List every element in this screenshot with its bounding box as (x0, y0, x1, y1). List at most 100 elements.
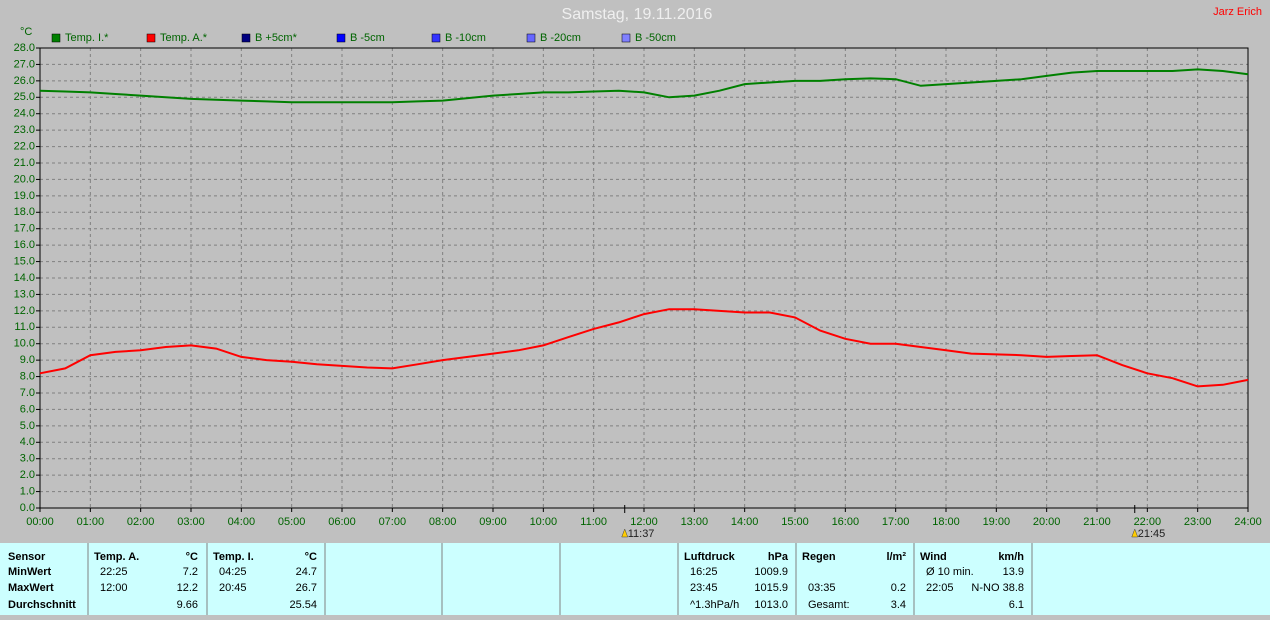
x-tick-label: 11:00 (580, 516, 607, 528)
x-tick-label: 01:00 (77, 516, 105, 528)
cell-time: ^1.3hPa/h (690, 599, 739, 611)
x-tick-label: 00:00 (26, 516, 54, 528)
cell-value: 26.7 (296, 582, 317, 594)
x-tick-label: 21:00 (1083, 516, 1111, 528)
annotation-icon (1131, 528, 1139, 538)
cell-time: Gesamt: (808, 599, 850, 611)
x-tick-label: 06:00 (328, 516, 356, 528)
cell-time: 22:25 (100, 566, 128, 578)
x-tick-label: 17:00 (882, 516, 910, 528)
y-tick-label: 1.0 (20, 485, 35, 497)
y-tick-label: 28.0 (14, 42, 35, 54)
y-tick-label: 18.0 (14, 206, 35, 218)
x-tick-label: 10:00 (530, 516, 558, 528)
legend-label: B -20cm (540, 32, 581, 44)
y-tick-label: 19.0 (14, 190, 35, 202)
y-tick-label: 22.0 (14, 140, 35, 152)
cell-value: 1013.0 (754, 599, 788, 611)
row-label: Durchschnitt (8, 599, 76, 611)
column-header: Temp. I. (213, 551, 254, 563)
x-tick-label: 13:00 (681, 516, 709, 528)
cell-value: 6.1 (1009, 599, 1024, 611)
x-tick-label: 07:00 (379, 516, 407, 528)
cell-time: Ø 10 min. (926, 566, 974, 578)
y-tick-label: 6.0 (20, 403, 35, 415)
y-tick-label: 0.0 (20, 502, 35, 514)
row-label: Sensor (8, 551, 46, 563)
column-unit: °C (186, 551, 198, 563)
cell-time: 12:00 (100, 582, 128, 594)
legend-swatch (526, 33, 536, 43)
x-tick-label: 14:00 (731, 516, 759, 528)
cell-time: 16:25 (690, 566, 718, 578)
legend-label: B +5cm* (255, 32, 298, 44)
y-tick-label: 12.0 (14, 305, 35, 317)
y-tick-label: 24.0 (14, 108, 35, 120)
stats-panel (0, 543, 1270, 615)
x-tick-label: 02:00 (127, 516, 155, 528)
cell-value: 24.7 (296, 566, 317, 578)
y-tick-label: 9.0 (20, 354, 35, 366)
cell-time: 20:45 (219, 582, 247, 594)
y-tick-label: 27.0 (14, 58, 35, 70)
x-tick-label: 08:00 (429, 516, 457, 528)
legend-swatch (241, 33, 251, 43)
x-tick-label: 23:00 (1184, 516, 1212, 528)
y-tick-label: 3.0 (20, 453, 35, 465)
series-line (39, 68, 1249, 104)
column-header: Wind (920, 551, 947, 563)
author: Jarz Erich (1213, 6, 1262, 18)
column-unit: l/m² (886, 551, 906, 563)
cell-value: 13.9 (1003, 566, 1024, 578)
x-tick-label: 24:00 (1234, 516, 1262, 528)
x-tick-label: 19:00 (983, 516, 1011, 528)
legend-label: B -5cm (350, 32, 385, 44)
x-tick-label: 03:00 (177, 516, 205, 528)
annotation-icon (621, 528, 629, 538)
y-tick-label: 2.0 (20, 469, 35, 481)
y-tick-label: 25.0 (14, 91, 35, 103)
x-tick-label: 12:00 (630, 516, 658, 528)
column-header: Temp. A. (94, 551, 139, 563)
column-header: Regen (802, 551, 836, 563)
x-tick-label: 16:00 (832, 516, 860, 528)
plot-frame (39, 47, 1249, 509)
legend-swatch (51, 33, 61, 43)
legend-swatch (621, 33, 631, 43)
cell-value: 1015.9 (754, 582, 788, 594)
y-tick-label: 21.0 (14, 157, 35, 169)
cell-value: 25.54 (289, 599, 317, 611)
legend-swatch (336, 33, 346, 43)
cell-time: 22:05 (926, 582, 954, 594)
row-label: MaxWert (8, 582, 54, 594)
y-tick-label: 15.0 (14, 255, 35, 267)
cell-value: 3.4 (891, 599, 906, 611)
cell-value: 7.2 (183, 566, 198, 578)
stats-table: Sensor MinWert MaxWert Durchschnitt Temp. A.… (8, 543, 1033, 615)
y-unit: °C (20, 26, 32, 38)
cell-value: 0.2 (891, 582, 906, 594)
x-tick-label: 20:00 (1033, 516, 1061, 528)
series-line (39, 308, 1249, 388)
legend-label: B -50cm (635, 32, 676, 44)
column-unit: hPa (768, 551, 789, 563)
y-tick-label: 20.0 (14, 173, 35, 185)
legend-swatch (431, 33, 441, 43)
cell-value: 9.66 (177, 599, 198, 611)
x-tick-label: 09:00 (479, 516, 507, 528)
cell-value: N-NO 38.8 (971, 582, 1024, 594)
legend-swatch (146, 33, 156, 43)
legend-label: B -10cm (445, 32, 486, 44)
y-tick-label: 4.0 (20, 436, 35, 448)
cell-time: 03:35 (808, 582, 836, 594)
cell-value: 12.2 (177, 582, 198, 594)
x-tick-label: 18:00 (932, 516, 960, 528)
legend-label: Temp. I.* (65, 32, 109, 44)
column-unit: km/h (998, 551, 1024, 563)
annotation-label: 11:37 (628, 528, 655, 540)
y-tick-label: 26.0 (14, 75, 35, 87)
y-tick-label: 7.0 (20, 387, 35, 399)
